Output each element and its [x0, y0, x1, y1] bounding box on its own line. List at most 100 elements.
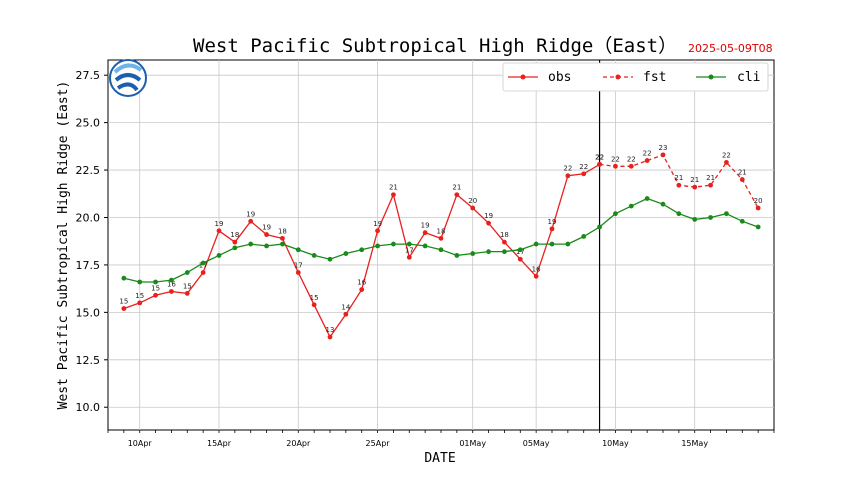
data-point-obs	[502, 239, 507, 245]
data-point-obs	[200, 270, 206, 275]
data-point-obs	[232, 239, 238, 245]
data-point-obs	[248, 218, 254, 224]
series-obs: 15 15 15 16 15 17 19 18 19 19 18 17 15 13 14 16 19 21 17 19…	[119, 153, 604, 340]
data-label-obs: 16	[532, 265, 541, 273]
data-label-obs: 15	[183, 282, 192, 290]
data-point-cli	[200, 260, 206, 266]
data-point-obs	[153, 292, 158, 298]
legend-item-obs: obs	[508, 70, 571, 85]
x-axis-label: DATE	[424, 451, 455, 466]
data-point-cli	[422, 243, 428, 249]
data-label-obs: 19	[484, 212, 493, 220]
data-label-obs: 19	[421, 222, 430, 230]
data-label-obs: 19	[246, 210, 255, 218]
data-point-cli	[248, 241, 254, 247]
data-point-obs	[406, 254, 412, 260]
data-label-fst: 22	[722, 151, 731, 159]
series-layer: 15 15 15 16 15 17 19 18 19 19 18 17 15 13 14 16 19 21 17 19…	[119, 144, 763, 340]
data-label-obs: 19	[262, 224, 271, 232]
data-point-cli	[216, 253, 222, 258]
data-point-obs	[470, 205, 476, 211]
data-point-obs	[169, 289, 174, 294]
data-label-fst: 22	[611, 155, 620, 163]
y-tick-label: 10.0	[76, 401, 101, 414]
data-label-obs: 21	[452, 184, 461, 192]
data-label-obs: 18	[278, 227, 287, 235]
y-tick-label: 20.0	[76, 211, 101, 224]
x-tick-label: 15May	[681, 439, 708, 448]
data-point-obs	[549, 226, 555, 232]
data-point-fst	[597, 161, 602, 167]
data-point-obs	[533, 273, 539, 279]
data-point-cli	[660, 201, 666, 207]
y-axis-label: West Pacific Subtropical High Ridge (Eas…	[56, 81, 71, 410]
data-label-fst: 22	[627, 155, 636, 163]
legend-marker-obs	[520, 74, 526, 80]
data-point-obs	[438, 235, 444, 241]
data-point-cli	[327, 256, 333, 262]
data-point-cli	[359, 247, 365, 253]
y-axis-ticks: 10.0 12.5 15.0 17.5 20.0 22.5 25.0 27.5	[76, 69, 108, 414]
legend-marker-cli	[708, 74, 714, 80]
x-tick-label: 10May	[602, 439, 629, 448]
data-label-fst: 21	[738, 169, 747, 177]
data-point-obs	[454, 192, 460, 198]
plot-area	[107, 59, 775, 431]
data-point-cli	[470, 251, 476, 256]
cma-logo-icon	[109, 59, 147, 97]
data-point-cli	[613, 211, 618, 217]
data-point-fst	[755, 205, 761, 211]
chart-title: West Pacific Subtropical High Ridge（East…	[193, 35, 677, 57]
y-tick-label: 27.5	[76, 69, 101, 82]
y-tick-label: 17.5	[76, 259, 101, 272]
data-label-obs: 17	[294, 262, 303, 270]
data-label-fst: 23	[659, 144, 668, 152]
data-point-obs	[216, 228, 222, 234]
legend: obs fst cli	[502, 62, 769, 92]
legend-label-cli: cli	[737, 70, 760, 85]
data-label-fst: 21	[690, 176, 699, 184]
data-point-cli	[739, 218, 745, 224]
legend-marker-fst	[615, 74, 621, 80]
series-cli	[121, 196, 761, 285]
data-point-fst	[692, 184, 698, 190]
x-tick-label: 01May	[459, 439, 486, 448]
data-label-obs: 22	[579, 163, 588, 171]
data-label-obs: 15	[135, 292, 144, 300]
data-point-cli	[502, 249, 507, 255]
x-axis-ticks: 10Apr 15Apr 20Apr 25Apr 01May 05May 10May 15May	[107, 430, 775, 448]
data-label-obs: 13	[326, 326, 335, 334]
data-point-obs	[375, 228, 380, 234]
x-tick-label: 15Apr	[207, 439, 232, 448]
legend-label-fst: fst	[643, 70, 666, 85]
data-point-cli	[517, 247, 523, 253]
legend-item-fst: fst	[603, 70, 666, 85]
data-point-cli	[153, 279, 158, 285]
data-point-obs	[280, 235, 285, 241]
data-point-obs	[311, 302, 317, 308]
legend-label-obs: obs	[548, 70, 571, 85]
data-label-obs: 22	[595, 153, 604, 161]
data-point-fst	[644, 158, 650, 163]
data-label-fst: 21	[674, 174, 683, 182]
data-point-cli	[264, 243, 269, 249]
data-label-obs: 16	[167, 280, 176, 288]
data-label-obs: 15	[119, 298, 128, 306]
data-label-obs: 21	[389, 184, 398, 192]
data-point-cli	[692, 216, 698, 222]
data-label-fst: 20	[754, 197, 763, 205]
data-point-cli	[375, 243, 380, 249]
x-tick-label: 05May	[523, 439, 550, 448]
y-tick-label: 25.0	[76, 117, 101, 130]
data-point-fst	[628, 163, 634, 169]
data-label-obs: 19	[215, 220, 224, 228]
data-point-cli	[549, 241, 555, 247]
data-point-cli	[406, 241, 412, 247]
data-point-fst	[708, 182, 713, 188]
data-point-cli	[121, 275, 127, 281]
data-point-cli	[628, 203, 634, 209]
data-label-obs: 15	[151, 284, 160, 292]
data-point-fst	[724, 160, 729, 165]
data-point-cli	[169, 277, 174, 283]
data-point-obs	[264, 232, 269, 237]
